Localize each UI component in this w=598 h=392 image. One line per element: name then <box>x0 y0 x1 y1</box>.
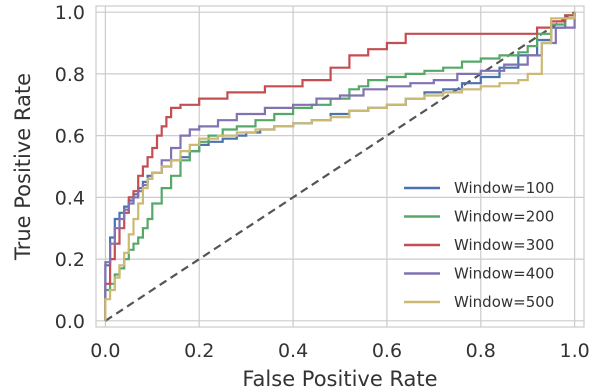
x-tick-label: 0.6 <box>372 340 402 362</box>
grid <box>96 6 584 327</box>
chance-line <box>104 11 576 322</box>
chance-diagonal <box>104 11 576 322</box>
y-tick-label: 0.0 <box>55 311 85 333</box>
y-tick-label: 0.8 <box>55 64 85 86</box>
roc-curve-series-4 <box>104 12 576 321</box>
x-axis-label: False Positive Rate <box>242 367 437 391</box>
x-tick-label: 0.8 <box>466 340 496 362</box>
tick-labels: 0.0 0.2 0.4 0.6 0.8 1.0 0.0 0.2 0.4 0.6 0.8 1.0 <box>55 2 590 362</box>
x-tick-label: 0.0 <box>90 340 120 362</box>
x-tick-label: 1.0 <box>560 340 590 362</box>
legend-label: Window=300 <box>454 236 554 254</box>
roc-curves <box>104 12 576 321</box>
x-tick-label: 0.4 <box>278 340 308 362</box>
roc-curve-series-5 <box>104 12 576 321</box>
legend-label: Window=400 <box>454 265 554 283</box>
y-axis-label: True Positive Rate <box>11 73 35 261</box>
y-tick-label: 0.2 <box>55 249 85 271</box>
roc-curve-series-2 <box>104 12 576 321</box>
legend-label: Window=500 <box>454 293 554 311</box>
legend-label: Window=100 <box>454 179 554 197</box>
legend: Window=100 Window=200 Window=300 Window=400… <box>404 179 554 311</box>
y-tick-label: 1.0 <box>55 2 85 24</box>
y-tick-label: 0.4 <box>55 187 85 209</box>
legend-label: Window=200 <box>454 208 554 226</box>
y-tick-label: 0.6 <box>55 126 85 148</box>
plot-frame <box>95 5 585 328</box>
x-tick-label: 0.2 <box>184 340 214 362</box>
